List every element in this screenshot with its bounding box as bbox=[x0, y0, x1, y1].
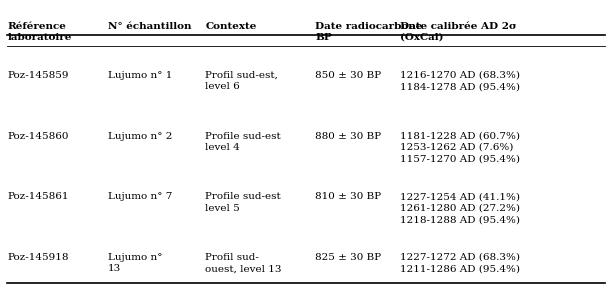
Text: Poz-145860: Poz-145860 bbox=[7, 131, 69, 140]
Text: Lujumo n° 1: Lujumo n° 1 bbox=[108, 71, 173, 80]
Text: 1216-1270 AD (68.3%)
1184-1278 AD (95.4%): 1216-1270 AD (68.3%) 1184-1278 AD (95.4%… bbox=[400, 71, 520, 91]
Text: Poz-145861: Poz-145861 bbox=[7, 192, 69, 201]
Text: Lujumo n° 2: Lujumo n° 2 bbox=[108, 131, 173, 140]
Text: Profile sud-est
level 4: Profile sud-est level 4 bbox=[206, 131, 282, 152]
Text: N° échantillon: N° échantillon bbox=[108, 22, 192, 31]
Text: Lujumo n°
13: Lujumo n° 13 bbox=[108, 253, 163, 274]
Text: Poz-145918: Poz-145918 bbox=[7, 253, 69, 262]
Text: Lujumo n° 7: Lujumo n° 7 bbox=[108, 192, 173, 201]
Text: 1227-1254 AD (41.1%)
1261-1280 AD (27.2%)
1218-1288 AD (95.4%): 1227-1254 AD (41.1%) 1261-1280 AD (27.2%… bbox=[400, 192, 520, 224]
Text: 1227-1272 AD (68.3%)
1211-1286 AD (95.4%): 1227-1272 AD (68.3%) 1211-1286 AD (95.4%… bbox=[400, 253, 520, 274]
Text: Profile sud-est
level 5: Profile sud-est level 5 bbox=[206, 192, 282, 213]
Text: 810 ± 30 BP: 810 ± 30 BP bbox=[315, 192, 381, 201]
Text: Date calibrée AD 2σ
(OxCal): Date calibrée AD 2σ (OxCal) bbox=[400, 22, 517, 42]
Text: Référence
laboratoire: Référence laboratoire bbox=[7, 22, 72, 42]
Text: 1181-1228 AD (60.7%)
1253-1262 AD (7.6%)
1157-1270 AD (95.4%): 1181-1228 AD (60.7%) 1253-1262 AD (7.6%)… bbox=[400, 131, 520, 164]
Text: Date radiocarbone
BP: Date radiocarbone BP bbox=[315, 22, 422, 42]
Text: Profil sud-
ouest, level 13: Profil sud- ouest, level 13 bbox=[206, 253, 282, 274]
Text: 880 ± 30 BP: 880 ± 30 BP bbox=[315, 131, 381, 140]
Text: 850 ± 30 BP: 850 ± 30 BP bbox=[315, 71, 381, 80]
Text: 825 ± 30 BP: 825 ± 30 BP bbox=[315, 253, 381, 262]
Text: Poz-145859: Poz-145859 bbox=[7, 71, 69, 80]
Text: Profil sud-est,
level 6: Profil sud-est, level 6 bbox=[206, 71, 278, 91]
Text: Contexte: Contexte bbox=[206, 22, 257, 31]
